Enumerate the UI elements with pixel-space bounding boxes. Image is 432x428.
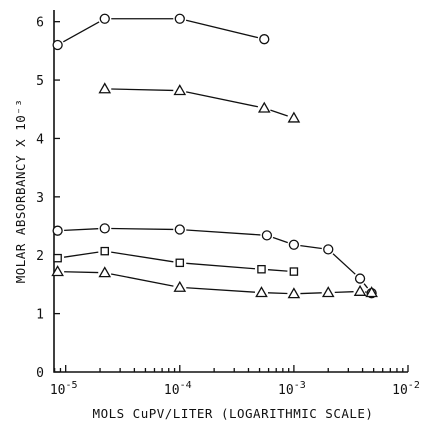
data-point-square — [257, 264, 266, 274]
y-tick-label: 6 — [36, 16, 44, 31]
series-line-segment — [300, 292, 322, 295]
data-point-square — [175, 258, 185, 268]
labels-layer: MOLS CuPV/LITER (LOGARITHMIC SCALE) MOLA… — [13, 99, 373, 421]
y-axis-label: MOLAR ABSORBANCY X 10⁻³ — [13, 99, 28, 284]
y-tick-label: 4 — [36, 132, 44, 147]
series-line-segment — [186, 91, 259, 108]
data-point-triangle — [365, 286, 378, 298]
y-tick-label: 1 — [36, 308, 44, 323]
data-point-triangle — [98, 82, 112, 94]
data-point-triangle — [51, 265, 64, 277]
data-point-triangle — [287, 111, 301, 123]
data-point-triangle — [173, 280, 187, 292]
y-tick-label: 2 — [36, 249, 44, 264]
data-point-triangle — [173, 84, 187, 96]
series-line-segment — [332, 253, 356, 275]
series-line-segment — [272, 236, 288, 244]
data-point-triangle — [255, 286, 268, 298]
series-layer — [51, 13, 378, 299]
data-point-circle — [261, 230, 273, 241]
data-point-circle — [354, 273, 366, 284]
series-line-segment — [186, 262, 256, 270]
data-point-triangle — [257, 101, 271, 113]
data-point-triangle — [287, 287, 301, 299]
series-line-segment — [267, 292, 288, 295]
data-point-triangle — [321, 286, 335, 298]
data-point-square — [100, 246, 110, 256]
series-line-segment — [111, 88, 174, 92]
x-tick-label: 10-2 — [392, 380, 420, 398]
y-tick-label: 0 — [36, 366, 44, 381]
data-point-circle — [174, 224, 185, 235]
series-line-segment — [62, 21, 100, 43]
y-tick-label: 3 — [36, 191, 44, 206]
data-point-triangle — [98, 266, 112, 278]
series-line-segment — [363, 283, 369, 289]
series-3 — [52, 223, 377, 299]
series-line-segment — [63, 251, 99, 258]
data-point-triangle — [353, 284, 367, 296]
series-line-segment — [111, 227, 174, 231]
series-line-segment — [64, 271, 99, 274]
x-tick-label: 10-4 — [164, 380, 192, 398]
series-line-segment — [185, 19, 259, 39]
data-point-circle — [99, 223, 110, 234]
data-point-circle — [288, 239, 300, 250]
data-point-circle — [259, 34, 270, 45]
axes: 0 1 2 3 4 5 6 10-5 10-4 10-3 10-2 — [36, 10, 420, 398]
series-line-segment — [186, 287, 256, 293]
series-line-segment — [270, 109, 288, 117]
y-tick-label: 5 — [36, 74, 44, 89]
series-line-segment — [300, 244, 322, 250]
series-2 — [98, 82, 301, 123]
data-point-circle — [52, 225, 63, 236]
x-tick-label: 10-3 — [278, 380, 306, 398]
data-point-square — [53, 253, 62, 263]
series-1 — [52, 13, 270, 51]
data-point-circle — [52, 39, 63, 51]
series-line-segment — [334, 291, 354, 294]
data-point-circle — [323, 244, 334, 255]
series-line-segment — [64, 228, 99, 232]
x-axis-label: MOLS CuPV/LITER (LOGARITHMIC SCALE) — [93, 406, 374, 421]
x-tick-label: 10-5 — [50, 380, 78, 398]
data-point-circle — [99, 13, 110, 24]
series-line-segment — [186, 229, 261, 236]
series-line-segment — [111, 273, 174, 287]
series-line-segment — [267, 269, 288, 272]
data-point-circle — [174, 13, 185, 24]
series-line-segment — [111, 251, 174, 263]
series-5 — [51, 265, 378, 299]
axis-frame — [53, 10, 408, 373]
series-4 — [53, 246, 299, 276]
data-point-square — [289, 267, 299, 276]
